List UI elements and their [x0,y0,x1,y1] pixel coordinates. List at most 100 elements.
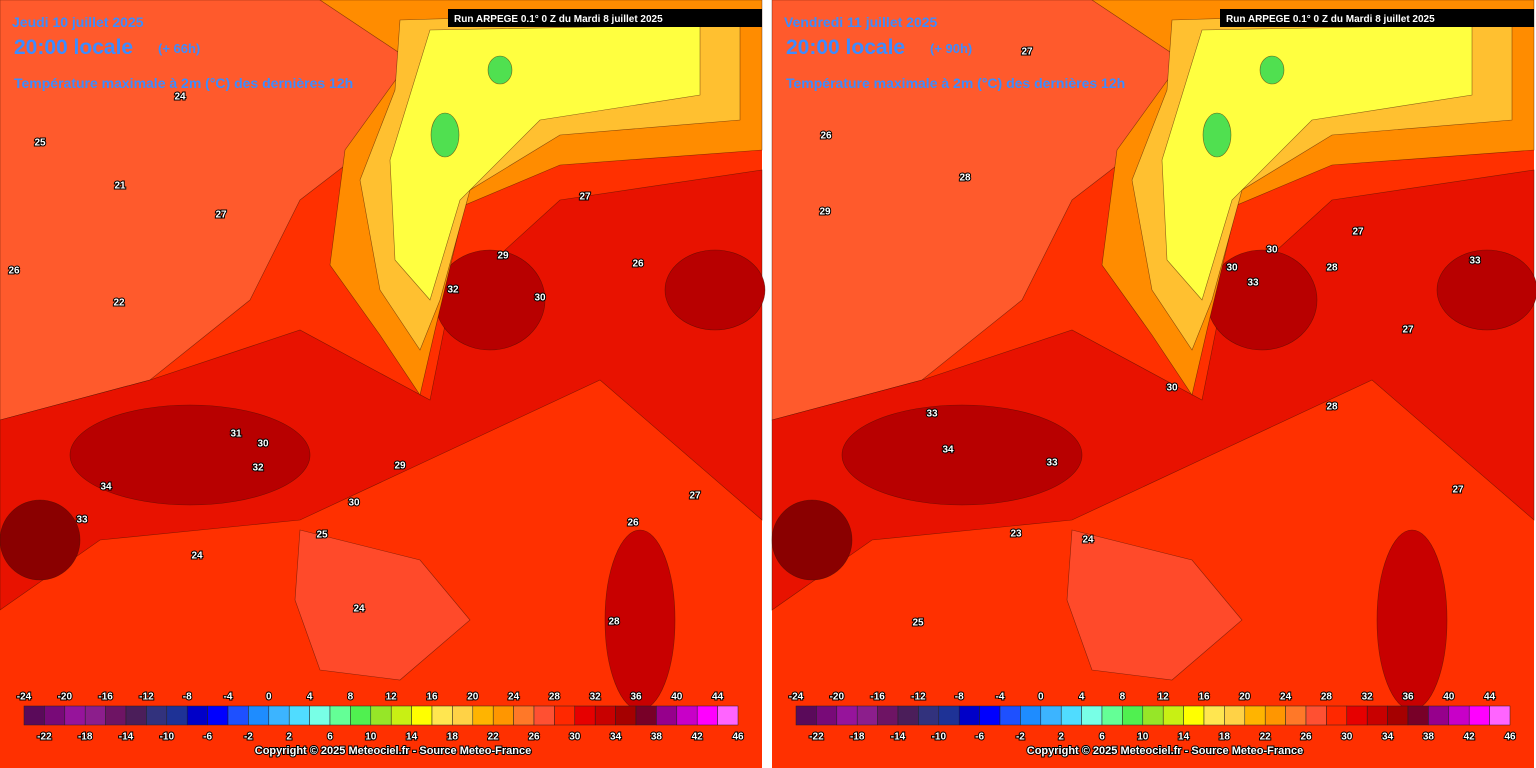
scale-label: -12 [911,692,926,703]
temperature-label: 22 [113,298,125,309]
scale-cell [918,705,940,726]
temperature-label: 33 [1046,458,1058,469]
scale-cell [999,705,1021,726]
copyright: Copyright © 2025 Meteociel.fr - Source M… [255,745,531,757]
scale-cell [1183,705,1205,726]
scale-label: 14 [406,732,418,743]
temperature-label: 26 [820,131,832,142]
temperature-label: 33 [1469,256,1481,267]
scale-label: 36 [1402,692,1414,703]
temperature-zone [389,24,701,301]
scale-cell [1081,705,1103,726]
scale-cell [856,705,878,726]
scale-cell [533,705,555,726]
temperature-zone [1206,249,1318,351]
temperature-label: 33 [76,515,88,526]
temperature-label: 32 [252,463,264,474]
scale-label: 30 [1341,732,1353,743]
scale-label: -16 [98,692,113,703]
scale-label: -6 [975,732,984,743]
scale-cell [1387,705,1409,726]
temperature-zone [69,404,311,506]
temperature-label: 24 [1082,535,1094,546]
scale-cell [554,705,576,726]
scale-label: 30 [569,732,581,743]
scale-label: 2 [1058,732,1064,743]
scale-cell [513,705,535,726]
scale-cell [1203,705,1225,726]
scale-cell [635,705,657,726]
temperature-label: 26 [632,259,644,270]
scale-label: 8 [1120,692,1126,703]
temperature-label: 30 [1226,263,1238,274]
scale-cell [350,705,372,726]
scale-label: -20 [830,692,845,703]
run-info: Run ARPEGE 0.1° 0 Z du Mardi 8 juillet 2… [454,14,663,25]
temperature-zone [1202,112,1232,158]
scale-label: 40 [1443,692,1455,703]
map-panel: 2726282930303328333433232527332728273024… [771,0,1536,768]
scale-cell [1040,705,1062,726]
scale-cell [186,705,208,726]
map-subtitle: Température maximale à 2m (°C) des derni… [786,75,1125,91]
scale-label: 22 [1260,732,1272,743]
scale-cell [64,705,86,726]
scale-label: -8 [183,692,192,703]
scale-label: 4 [1079,692,1085,703]
scale-label: -4 [224,692,233,703]
temperature-label: 24 [191,551,203,562]
scale-cell [492,705,514,726]
scale-label: -14 [119,732,134,743]
temperature-zone [487,55,513,85]
forecast-lead: (+ 90h) [930,41,972,56]
scale-cell [23,705,45,726]
scale-label: 32 [590,692,602,703]
scale-label: 12 [1158,692,1170,703]
scale-cell [1448,705,1470,726]
scale-cell [1366,705,1388,726]
temperature-label: 27 [1352,227,1364,238]
temperature-label: 26 [8,266,20,277]
temperature-zone [771,499,853,581]
scale-label: 18 [447,732,459,743]
scale-label: -18 [850,732,865,743]
temperature-label: 24 [353,604,365,615]
scale-cell [574,705,596,726]
scale-label: 32 [1362,692,1374,703]
temperature-label: 27 [1402,325,1414,336]
scale-label: 44 [1484,692,1496,703]
scale-cell [1407,705,1429,726]
temperature-zone [430,112,460,158]
scale-cell [1264,705,1286,726]
scale-cell [146,705,168,726]
temperature-label: 27 [689,491,701,502]
scale-cell [472,705,494,726]
scale-label: 18 [1219,732,1231,743]
forecast-time: 20:00 locale [786,36,905,59]
scale-label: 10 [365,732,377,743]
temperature-label: 30 [348,498,360,509]
temperature-label: 29 [394,461,406,472]
scale-label: 12 [386,692,398,703]
forecast-time: 20:00 locale [14,36,133,59]
temperature-label: 21 [114,181,126,192]
scale-label: 46 [1504,732,1516,743]
temperature-label: 25 [34,138,46,149]
forecast-date: Vendredi 11 juillet 2025 [784,14,938,30]
scale-cell [1489,705,1511,726]
map-subtitle: Température maximale à 2m (°C) des derni… [14,75,353,91]
temperature-label: 29 [819,207,831,218]
scale-cell [656,705,678,726]
temperature-zone [1259,55,1285,85]
scale-cell [1244,705,1266,726]
temperature-label: 25 [912,618,924,629]
scale-cell [227,705,249,726]
scale-label: 40 [671,692,683,703]
scale-cell [1346,705,1368,726]
forecast-lead: (+ 66h) [158,41,200,56]
scale-cell [84,705,106,726]
scale-label: -22 [37,732,52,743]
scale-label: -8 [955,692,964,703]
scale-label: 0 [266,692,272,703]
